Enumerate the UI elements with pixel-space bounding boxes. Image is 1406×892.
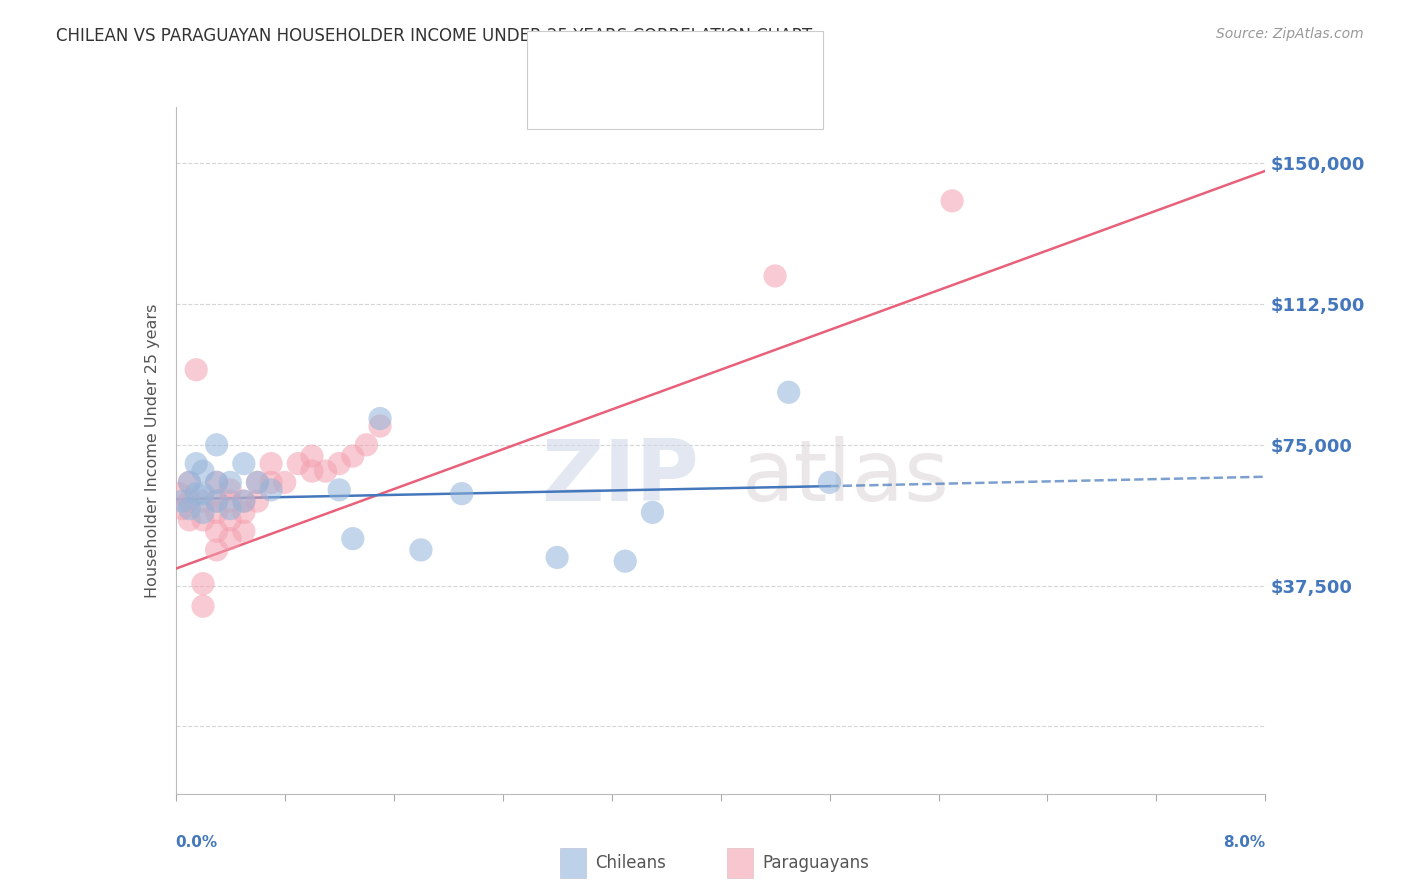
Y-axis label: Householder Income Under 25 years: Householder Income Under 25 years: [145, 303, 160, 598]
Text: Paraguayans: Paraguayans: [763, 854, 870, 872]
Text: N =: N =: [683, 91, 720, 109]
Point: [179, 513, 201, 527]
Point: [274, 475, 297, 490]
Point: [368, 411, 391, 425]
Point: [941, 194, 963, 208]
Point: [172, 501, 194, 516]
Point: [179, 475, 201, 490]
Bar: [560, 848, 586, 878]
Point: [205, 494, 228, 508]
Text: 0.0%: 0.0%: [176, 835, 218, 850]
Point: [205, 505, 228, 519]
Text: atlas: atlas: [742, 436, 950, 519]
Point: [205, 475, 228, 490]
Point: [179, 475, 201, 490]
Point: [246, 494, 269, 508]
Point: [342, 449, 364, 463]
Text: 8.0%: 8.0%: [1223, 835, 1265, 850]
Point: [356, 438, 378, 452]
Point: [301, 464, 323, 478]
Text: Chileans: Chileans: [596, 854, 666, 872]
Point: [191, 576, 214, 591]
Point: [172, 494, 194, 508]
Point: [818, 475, 841, 490]
Point: [191, 486, 214, 500]
Point: [219, 532, 242, 546]
Point: [205, 475, 228, 490]
Point: [763, 268, 786, 283]
Point: [179, 494, 201, 508]
Point: [260, 457, 283, 471]
Point: [205, 494, 228, 508]
Point: [342, 532, 364, 546]
Point: [315, 464, 337, 478]
Bar: [544, 48, 568, 74]
Point: [246, 475, 269, 490]
Point: [246, 475, 269, 490]
Point: [191, 513, 214, 527]
Point: [641, 505, 664, 519]
Text: R = 0.061: R = 0.061: [579, 52, 662, 70]
Point: [287, 457, 309, 471]
Bar: [544, 87, 568, 112]
Point: [778, 385, 800, 400]
Point: [205, 524, 228, 538]
Text: N = 27: N = 27: [702, 52, 763, 70]
Point: [232, 494, 254, 508]
Text: Source: ZipAtlas.com: Source: ZipAtlas.com: [1216, 27, 1364, 41]
Point: [205, 438, 228, 452]
Point: [191, 505, 214, 519]
Point: [219, 501, 242, 516]
Text: N = 37: N = 37: [702, 91, 763, 109]
Point: [328, 483, 350, 497]
Point: [219, 494, 242, 508]
Point: [368, 419, 391, 434]
Point: [219, 513, 242, 527]
Point: [186, 486, 208, 500]
Point: [191, 494, 214, 508]
Text: ZIP: ZIP: [541, 436, 699, 519]
Point: [232, 524, 254, 538]
Point: [169, 486, 191, 500]
Point: [191, 464, 214, 478]
Text: R =: R =: [579, 52, 614, 70]
Point: [546, 550, 568, 565]
Point: [409, 543, 432, 558]
Point: [301, 449, 323, 463]
Text: CHILEAN VS PARAGUAYAN HOUSEHOLDER INCOME UNDER 25 YEARS CORRELATION CHART: CHILEAN VS PARAGUAYAN HOUSEHOLDER INCOME…: [56, 27, 813, 45]
Point: [450, 486, 472, 500]
Text: 0.061: 0.061: [609, 52, 662, 70]
Point: [232, 494, 254, 508]
Text: 0.553: 0.553: [609, 91, 662, 109]
Text: 27: 27: [714, 52, 737, 70]
Point: [328, 457, 350, 471]
Point: [232, 505, 254, 519]
Text: N =: N =: [683, 52, 720, 70]
Point: [219, 475, 242, 490]
Text: R =: R =: [579, 91, 614, 109]
Point: [191, 599, 214, 614]
Point: [219, 483, 242, 497]
Point: [205, 543, 228, 558]
Point: [186, 363, 208, 377]
Point: [179, 501, 201, 516]
Point: [232, 457, 254, 471]
Point: [260, 475, 283, 490]
Point: [260, 483, 283, 497]
Point: [186, 457, 208, 471]
Point: [614, 554, 637, 568]
Text: 37: 37: [714, 91, 737, 109]
Text: R = 0.553: R = 0.553: [579, 91, 662, 109]
Bar: [727, 848, 754, 878]
